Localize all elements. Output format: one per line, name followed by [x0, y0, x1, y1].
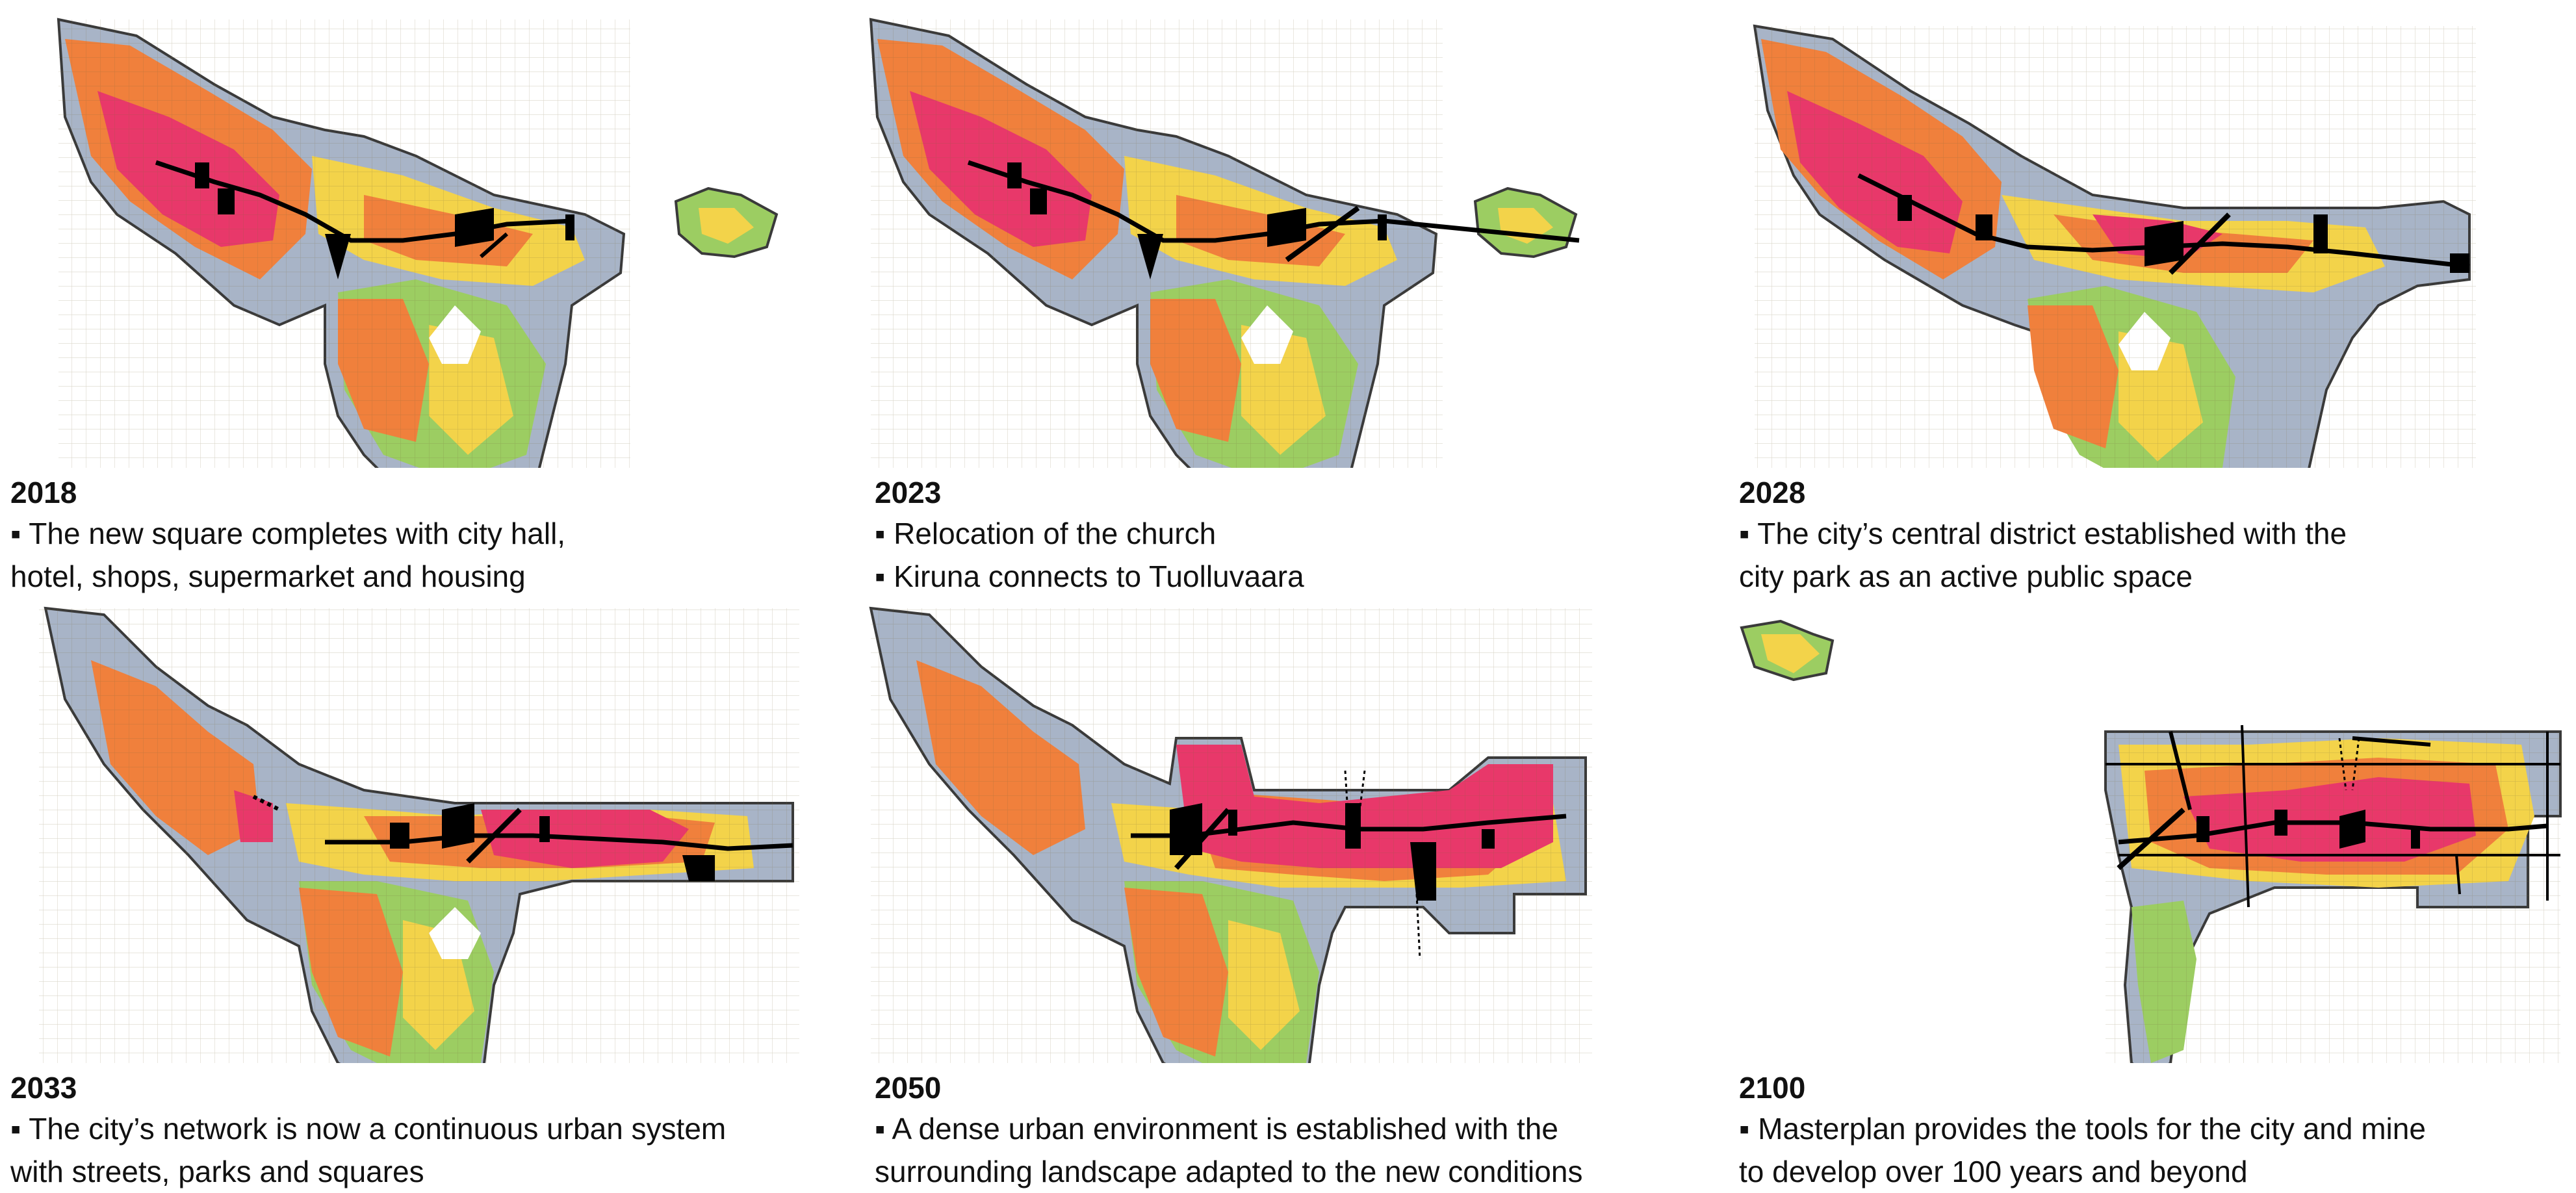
caption-2100: 2100 ▪ Masterplan provides the tools for… — [1739, 1068, 2564, 1193]
panel-2050: 2050 ▪ A dense urban environment is esta… — [864, 595, 1709, 1190]
panel-2033: 2033 ▪ The city’s network is now a conti… — [0, 595, 845, 1190]
density-map-2050 — [864, 595, 1709, 1063]
panel-text-line: with streets, parks and squares — [10, 1155, 424, 1188]
caption-2023: 2023 ▪ Relocation of the church ▪ Kiruna… — [875, 473, 1700, 598]
density-map-2028 — [1729, 0, 2573, 468]
panel-2028: 2028 ▪ The city’s central district estab… — [1729, 0, 2573, 595]
panel-text-line: ▪ The city’s central district establishe… — [1739, 517, 2347, 550]
panel-text-line: ▪ The new square completes with city hal… — [10, 517, 566, 550]
panel-2023: 2023 ▪ Relocation of the church ▪ Kiruna… — [864, 0, 1709, 595]
panel-year: 2028 — [1739, 476, 1806, 509]
panel-2018: 2018 ▪ The new square completes with cit… — [0, 0, 845, 595]
panel-text-line: surrounding landscape adapted to the new… — [875, 1155, 1583, 1188]
caption-2033: 2033 ▪ The city’s network is now a conti… — [10, 1068, 836, 1193]
panel-2100: 2100 ▪ Masterplan provides the tools for… — [1729, 595, 2573, 1190]
panel-text-line: ▪ Relocation of the church — [875, 517, 1217, 550]
panel-text-line: ▪ Masterplan provides the tools for the … — [1739, 1112, 2426, 1146]
caption-2028: 2028 ▪ The city’s central district estab… — [1739, 473, 2564, 598]
panel-text-line: to develop over 100 years and beyond — [1739, 1155, 2248, 1188]
panel-text-line: ▪ The city’s network is now a continuous… — [10, 1112, 727, 1146]
density-map-2018 — [0, 0, 845, 468]
panel-text-line: ▪ Kiruna connects to Tuolluvaara — [875, 559, 1304, 593]
panel-year: 2050 — [875, 1071, 942, 1105]
panel-text-line: city park as an active public space — [1739, 559, 2193, 593]
density-map-2033 — [0, 595, 845, 1063]
panel-text-line: ▪ A dense urban environment is establish… — [875, 1112, 1558, 1146]
caption-2050: 2050 ▪ A dense urban environment is esta… — [875, 1068, 1700, 1193]
density-map-2100 — [1729, 595, 2573, 1063]
panel-year: 2018 — [10, 476, 77, 509]
caption-2018: 2018 ▪ The new square completes with cit… — [10, 473, 836, 598]
panel-year: 2023 — [875, 476, 942, 509]
panel-text-line: hotel, shops, supermarket and housing — [10, 559, 526, 593]
density-map-2023 — [864, 0, 1709, 468]
panel-year: 2033 — [10, 1071, 77, 1105]
panel-year: 2100 — [1739, 1071, 1806, 1105]
